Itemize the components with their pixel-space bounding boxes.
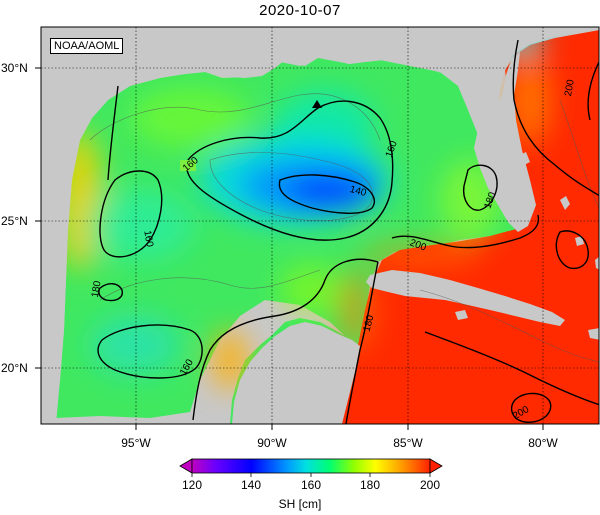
colorbar: 120 140 160 180 200 [179, 458, 443, 492]
colorbar-tick-label: 200 [420, 478, 440, 492]
colorbar-high-arrow-icon [429, 458, 443, 474]
triangle-marker-icon [312, 100, 322, 108]
lon-tick-label: 95°W [121, 436, 151, 450]
contour-label-group: 160 160 160 160 140 180 180 180 200 200 … [90, 78, 577, 422]
lon-tick-label: 80°W [528, 436, 558, 450]
colorbar-tick-label: 140 [241, 478, 261, 492]
contour-label: 140 [348, 184, 367, 199]
colorbar-tick-label: 160 [301, 478, 321, 492]
map-frame [40, 26, 600, 425]
lon-tick-label: 90°W [257, 436, 287, 450]
contour-label: 180 [90, 280, 104, 299]
sea-height-field: 160 160 160 160 140 180 180 180 200 200 … [41, 27, 599, 424]
contour-lines [97, 39, 599, 424]
colorbar-bar [191, 458, 431, 474]
colorbar-tick-label: 180 [360, 478, 380, 492]
map-title: 2020-10-07 [259, 2, 341, 19]
colorbar-low-arrow-icon [179, 458, 193, 474]
credit-label: NOAA/AOML [50, 38, 124, 54]
contour-label: 200 [563, 78, 577, 97]
lat-tick-label: 30°N [1, 61, 28, 75]
land-masses [41, 27, 599, 424]
lat-tick-label: 25°N [1, 214, 28, 228]
colorbar-tick-label: 120 [182, 478, 202, 492]
colorbar-label: SH [cm] [278, 497, 322, 511]
contour-label: 180 [362, 313, 377, 332]
lat-tick-label: 20°N [1, 361, 28, 375]
contour-label: 160 [141, 230, 155, 249]
lon-tick-label: 85°W [393, 436, 423, 450]
